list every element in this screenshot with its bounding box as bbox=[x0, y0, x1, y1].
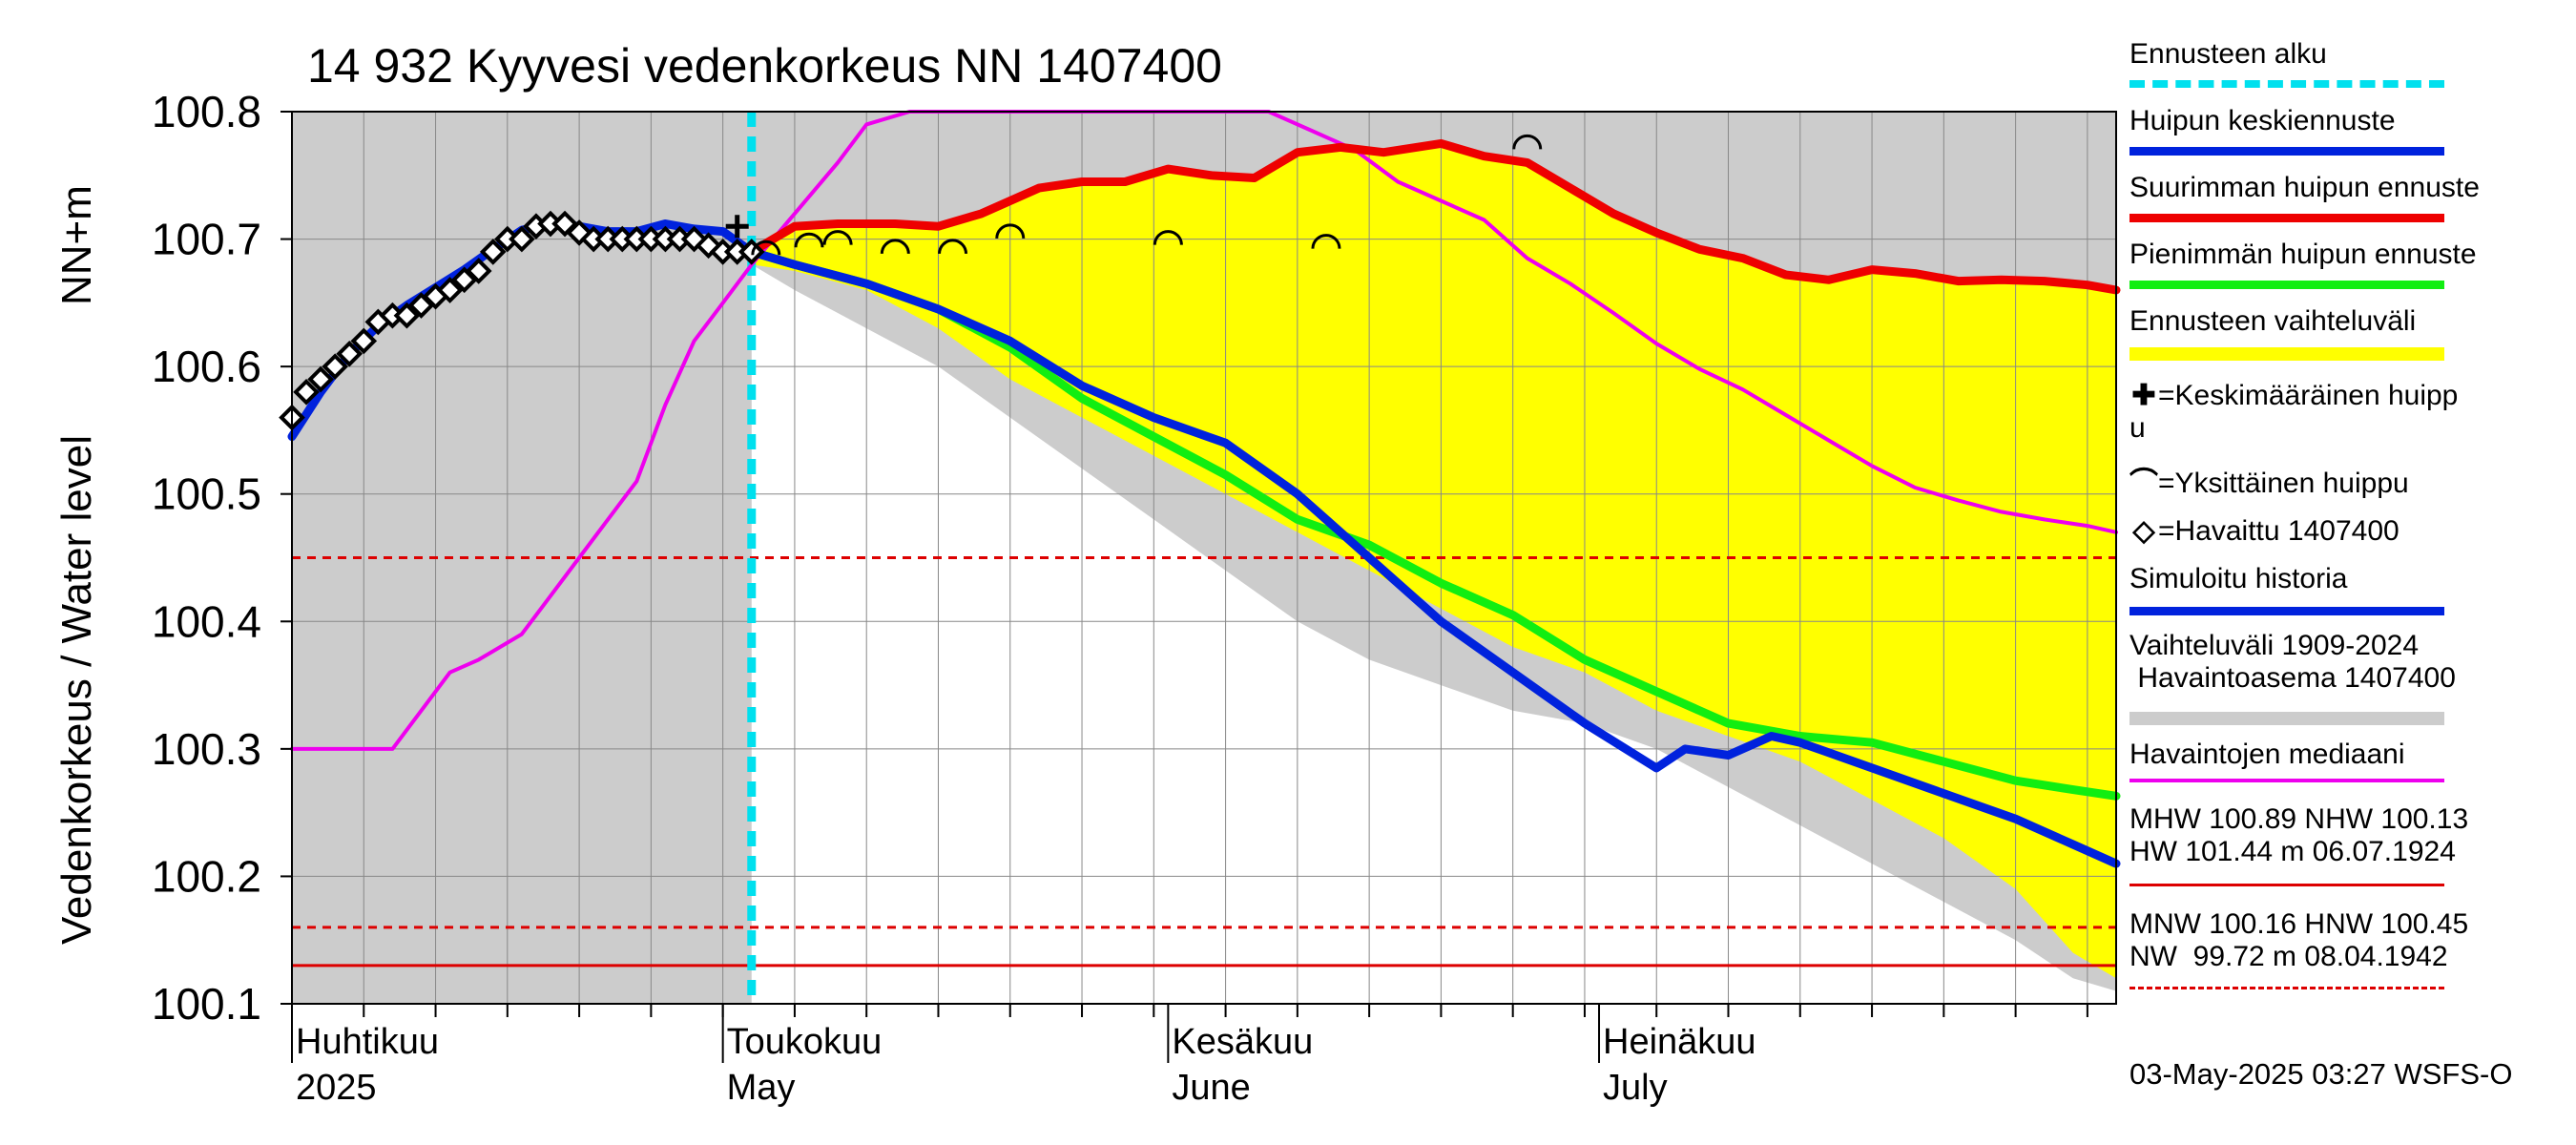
y-tick-label: 100.1 bbox=[152, 979, 261, 1029]
legend-median-label: Havaintojen mediaani bbox=[2129, 739, 2405, 770]
legend-simulated-swatch bbox=[2129, 607, 2444, 615]
stats-low-line1: MNW 100.16 HNW 100.45 bbox=[2129, 908, 2469, 940]
legend-single-peak-label: =Yksittäinen huippu bbox=[2158, 468, 2409, 499]
month-label: Heinäkuu bbox=[1603, 1022, 1756, 1062]
legend-range: Vaihteluväli 1909-2024 Havaintoasema 140… bbox=[2129, 630, 2559, 695]
individual-peak-marker bbox=[794, 232, 824, 248]
mean-peak-marker bbox=[725, 215, 749, 239]
plus-marker-icon: ✚ bbox=[2131, 380, 2156, 411]
month-sublabel: May bbox=[727, 1068, 796, 1108]
legend-item-label: Pienimmän huipun ennuste bbox=[2129, 239, 2477, 270]
legend-stats-high: MHW 100.89 NHW 100.13 HW 101.44 m 06.07.… bbox=[2129, 803, 2559, 868]
legend-item-swatch bbox=[2129, 214, 2444, 222]
observed-point bbox=[350, 327, 378, 355]
individual-peak-marker bbox=[1153, 230, 1183, 245]
y-tick-label: 100.6 bbox=[152, 342, 261, 391]
observed-point bbox=[293, 379, 320, 406]
stats-low-line2: NW 99.72 m 08.04.1942 bbox=[2129, 941, 2448, 972]
legend-simulated-label: Simuloitu historia bbox=[2129, 563, 2348, 594]
observed-point bbox=[336, 340, 364, 367]
legend-high-swatch bbox=[2129, 884, 2444, 886]
individual-peak-marker bbox=[995, 223, 1026, 239]
arc-marker-icon: ⌒ bbox=[2129, 468, 2158, 499]
month-label: Toukokuu bbox=[727, 1022, 883, 1062]
x-axis: Huhtikuu 2025 Toukokuu May Kesäkuu June Heinäk… bbox=[291, 1004, 2088, 1108]
y-tick-label: 100.5 bbox=[152, 469, 261, 519]
month-sublabel: June bbox=[1172, 1068, 1250, 1108]
legend-mean-peak-label-cont: u bbox=[2129, 412, 2146, 444]
chart-title: 14 932 Kyyvesi vedenkorkeus NN 1407400 bbox=[307, 39, 1222, 93]
observed-point bbox=[465, 258, 492, 284]
y-axis-label: Vedenkorkeus / Water level bbox=[53, 435, 100, 945]
observed-point bbox=[322, 353, 348, 380]
legend-range-swatch bbox=[2129, 712, 2444, 725]
month-label: Kesäkuu bbox=[1172, 1022, 1313, 1062]
series-line-suurimman-huipun-ennuste bbox=[747, 138, 2121, 295]
legend-median-swatch bbox=[2129, 779, 2444, 782]
legend-item-label: Suurimman huipun ennuste bbox=[2129, 172, 2480, 203]
month-sublabel: 2025 bbox=[296, 1068, 377, 1108]
observed-point bbox=[436, 277, 464, 303]
y-axis-unit: NN+m bbox=[53, 185, 100, 305]
y-axis: 100.1 100.2 100.3 100.4 100.5 100.6 100.7 100.8 bbox=[152, 87, 292, 1029]
observed-point bbox=[479, 239, 507, 265]
individual-peak-marker bbox=[1311, 234, 1341, 249]
legend-single-peak: ⌒=Yksittäinen huippu bbox=[2129, 468, 2559, 500]
individual-peak-marker bbox=[1512, 134, 1543, 150]
forecast-range-band bbox=[751, 143, 2116, 979]
legend-item-label: Ennusteen alku bbox=[2129, 38, 2327, 70]
legend-item-swatch bbox=[2129, 281, 2444, 289]
individual-peak-marker bbox=[880, 239, 910, 255]
legend-observed: ◇ =Havaittu 1407400 bbox=[2129, 515, 2559, 548]
y-tick-label: 100.8 bbox=[152, 87, 261, 136]
legend-item-swatch bbox=[2129, 80, 2444, 88]
observed-point bbox=[307, 365, 334, 393]
month-label: Huhtikuu bbox=[296, 1022, 439, 1062]
legend-stats-low: MNW 100.16 HNW 100.45 NW 99.72 m 08.04.1… bbox=[2129, 908, 2559, 973]
diamond-marker-icon: ◇ bbox=[2132, 515, 2155, 547]
observed-point bbox=[509, 225, 535, 253]
individual-peak-marker bbox=[751, 239, 781, 256]
legend-median: Havaintojen mediaani bbox=[2129, 739, 2559, 771]
month-sublabel: July bbox=[1603, 1068, 1668, 1108]
legend-item-swatch bbox=[2129, 147, 2444, 156]
observed-point bbox=[680, 225, 708, 253]
legend-observed-label: =Havaittu 1407400 bbox=[2158, 515, 2399, 547]
legend-low-swatch bbox=[2129, 987, 2444, 989]
stats-high-line2: HW 101.44 m 06.07.1924 bbox=[2129, 836, 2456, 867]
legend-item-label: Ennusteen vaihteluväli bbox=[2129, 305, 2417, 337]
legend-simulated: Simuloitu historia bbox=[2129, 563, 2559, 595]
legend: Ennusteen alku Huipun keskiennuste Suurimm… bbox=[2129, 38, 2568, 1107]
footer-timestamp: 03-May-2025 03:27 WSFS-O bbox=[2129, 1057, 2513, 1091]
legend-range-line2: Havaintoasema 1407400 bbox=[2129, 662, 2456, 694]
y-tick-label: 100.2 bbox=[152, 851, 261, 901]
y-tick-label: 100.3 bbox=[152, 724, 261, 774]
legend-mean-peak: ✚=Keskimääräinen huipp u bbox=[2129, 380, 2559, 445]
individual-peak-marker bbox=[938, 239, 968, 255]
legend-item-swatch bbox=[2129, 347, 2444, 361]
legend-mean-peak-label: =Keskimääräinen huipp bbox=[2158, 380, 2459, 411]
observed-point bbox=[393, 302, 421, 329]
plot-frame bbox=[291, 111, 2117, 1005]
historical-low-white-area bbox=[751, 264, 2116, 1004]
y-tick-label: 100.4 bbox=[152, 596, 261, 646]
reference-lines bbox=[292, 556, 2116, 968]
individual-peak-marker bbox=[822, 230, 853, 245]
stats-high-line1: MHW 100.89 NHW 100.13 bbox=[2129, 803, 2469, 835]
legend-range-line1: Vaihteluväli 1909-2024 bbox=[2129, 630, 2420, 661]
legend-item-label: Huipun keskiennuste bbox=[2129, 105, 2396, 136]
marker-layer bbox=[279, 134, 1543, 431]
y-tick-label: 100.7 bbox=[152, 215, 261, 264]
